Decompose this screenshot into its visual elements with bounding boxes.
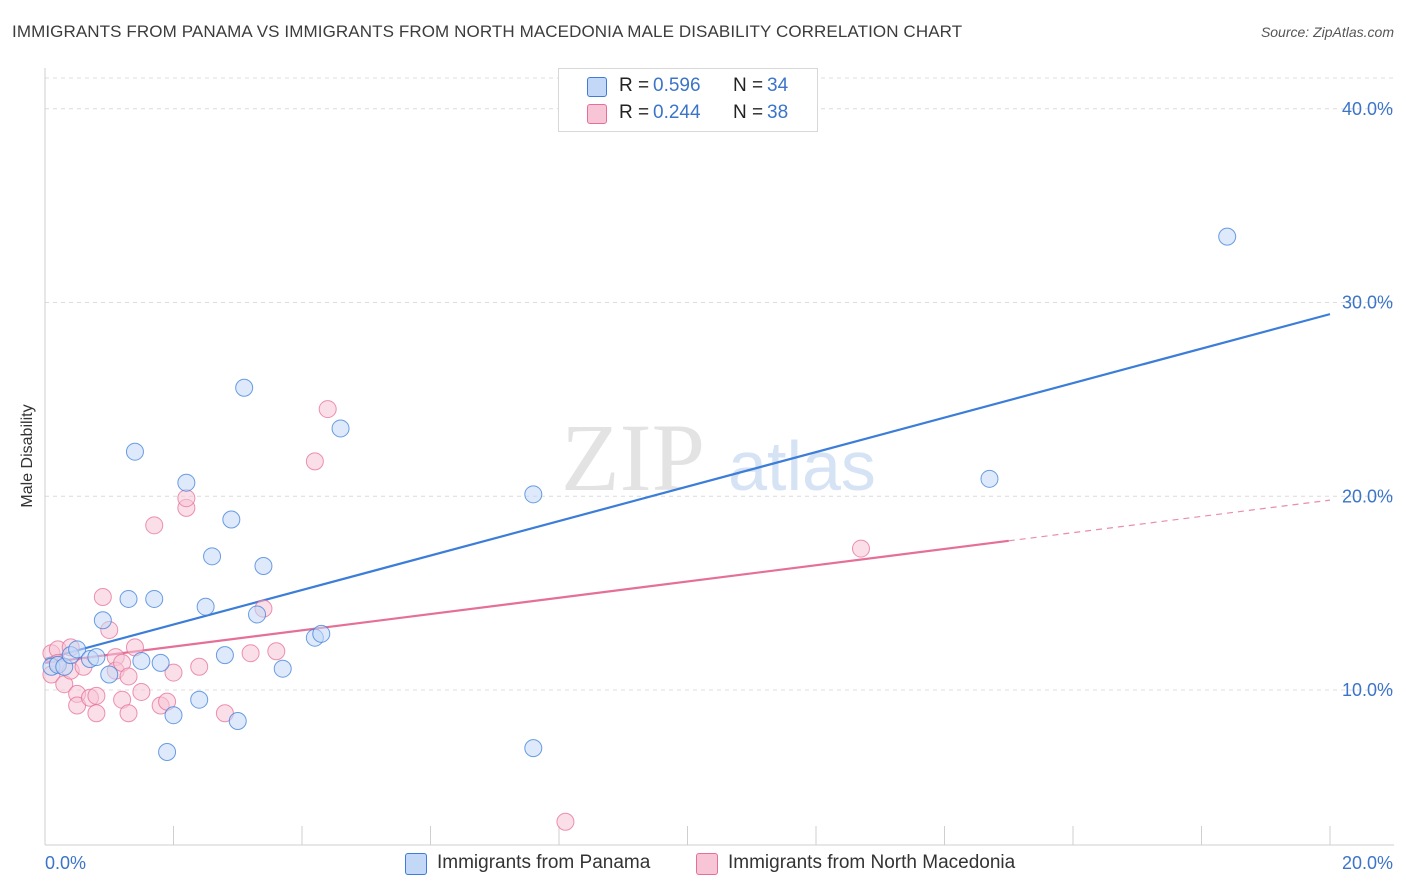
panama-swatch: [405, 853, 427, 875]
watermark: ZIP atlas: [561, 404, 876, 511]
panama-swatch: [587, 77, 607, 97]
watermark-zip: ZIP: [561, 404, 705, 511]
point-north-macedonia: [305, 452, 324, 471]
point-panama: [196, 597, 215, 616]
x-tick-label: 0.0%: [45, 853, 86, 873]
point-north-macedonia: [145, 516, 164, 535]
point-panama: [1218, 227, 1237, 246]
point-north-macedonia: [119, 704, 138, 723]
y-tick-label: 20.0%: [1342, 486, 1393, 506]
point-panama: [100, 665, 119, 684]
point-panama: [203, 547, 222, 566]
r-label: R =: [619, 102, 650, 123]
north-macedonia-swatch: [587, 104, 607, 124]
chart-title: IMMIGRANTS FROM PANAMA VS IMMIGRANTS FRO…: [12, 22, 963, 41]
point-north-macedonia: [132, 682, 151, 701]
point-panama: [93, 611, 112, 630]
x-tick-label: 20.0%: [1342, 853, 1393, 873]
source-label: Source: ZipAtlas.com: [1260, 24, 1394, 40]
tick-labels: 10.0% 20.0% 30.0% 40.0% 0.0% 20.0%: [45, 99, 1393, 873]
point-panama: [331, 419, 350, 438]
point-north-macedonia: [851, 539, 870, 558]
stats-legend: R = 0.596 N = 34 R = 0.244 N = 38: [558, 68, 818, 132]
point-panama: [312, 624, 331, 643]
point-north-macedonia: [177, 489, 196, 508]
watermark-atlas: atlas: [728, 427, 876, 505]
point-north-macedonia: [318, 400, 337, 419]
point-panama: [235, 378, 254, 397]
point-panama: [254, 557, 273, 575]
trend-line-north-macedonia-extension: [1008, 499, 1331, 542]
r-value: 0.596: [653, 75, 701, 96]
point-panama: [151, 653, 170, 672]
point-north-macedonia: [241, 644, 260, 663]
point-panama: [980, 469, 999, 488]
r-label: R =: [619, 75, 650, 96]
r-value: 0.244: [653, 102, 701, 123]
point-panama: [177, 473, 196, 492]
point-panama: [273, 659, 292, 678]
trend-line-north-macedonia: [44, 539, 1009, 664]
point-north-macedonia: [190, 657, 209, 676]
point-panama: [248, 605, 267, 624]
y-tick-label: 40.0%: [1342, 99, 1393, 119]
point-panama: [524, 485, 543, 504]
axes: [44, 68, 1394, 846]
legend-label-north-macedonia: Immigrants from North Macedonia: [728, 852, 1016, 873]
point-panama: [190, 690, 209, 709]
legend-label-panama: Immigrants from Panama: [437, 852, 651, 873]
point-panama: [524, 739, 543, 758]
point-panama: [215, 646, 234, 665]
n-label: N =: [733, 75, 764, 96]
data-points: [42, 227, 1237, 831]
point-panama: [222, 510, 241, 529]
point-north-macedonia: [556, 812, 575, 831]
point-north-macedonia: [87, 686, 106, 705]
point-north-macedonia: [93, 588, 112, 606]
point-panama: [87, 648, 106, 667]
point-panama: [119, 589, 138, 608]
trend-line-panama: [44, 313, 1331, 661]
point-north-macedonia: [267, 642, 286, 661]
point-panama: [132, 651, 151, 670]
point-north-macedonia: [87, 704, 106, 723]
y-tick-label: 10.0%: [1342, 680, 1393, 700]
point-panama: [125, 442, 144, 461]
point-panama: [68, 640, 87, 659]
n-label: N =: [733, 102, 764, 123]
north-macedonia-swatch: [696, 853, 718, 875]
point-panama: [145, 589, 164, 608]
point-north-macedonia: [164, 663, 183, 682]
n-value: 38: [767, 102, 789, 123]
point-panama: [164, 706, 183, 725]
point-panama: [228, 712, 247, 730]
point-panama: [158, 743, 177, 761]
y-tick-label: 30.0%: [1342, 293, 1393, 313]
n-value: 34: [767, 75, 789, 96]
series-legend: Immigrants from Panama Immigrants from N…: [0, 850, 1406, 878]
point-north-macedonia: [119, 667, 138, 686]
